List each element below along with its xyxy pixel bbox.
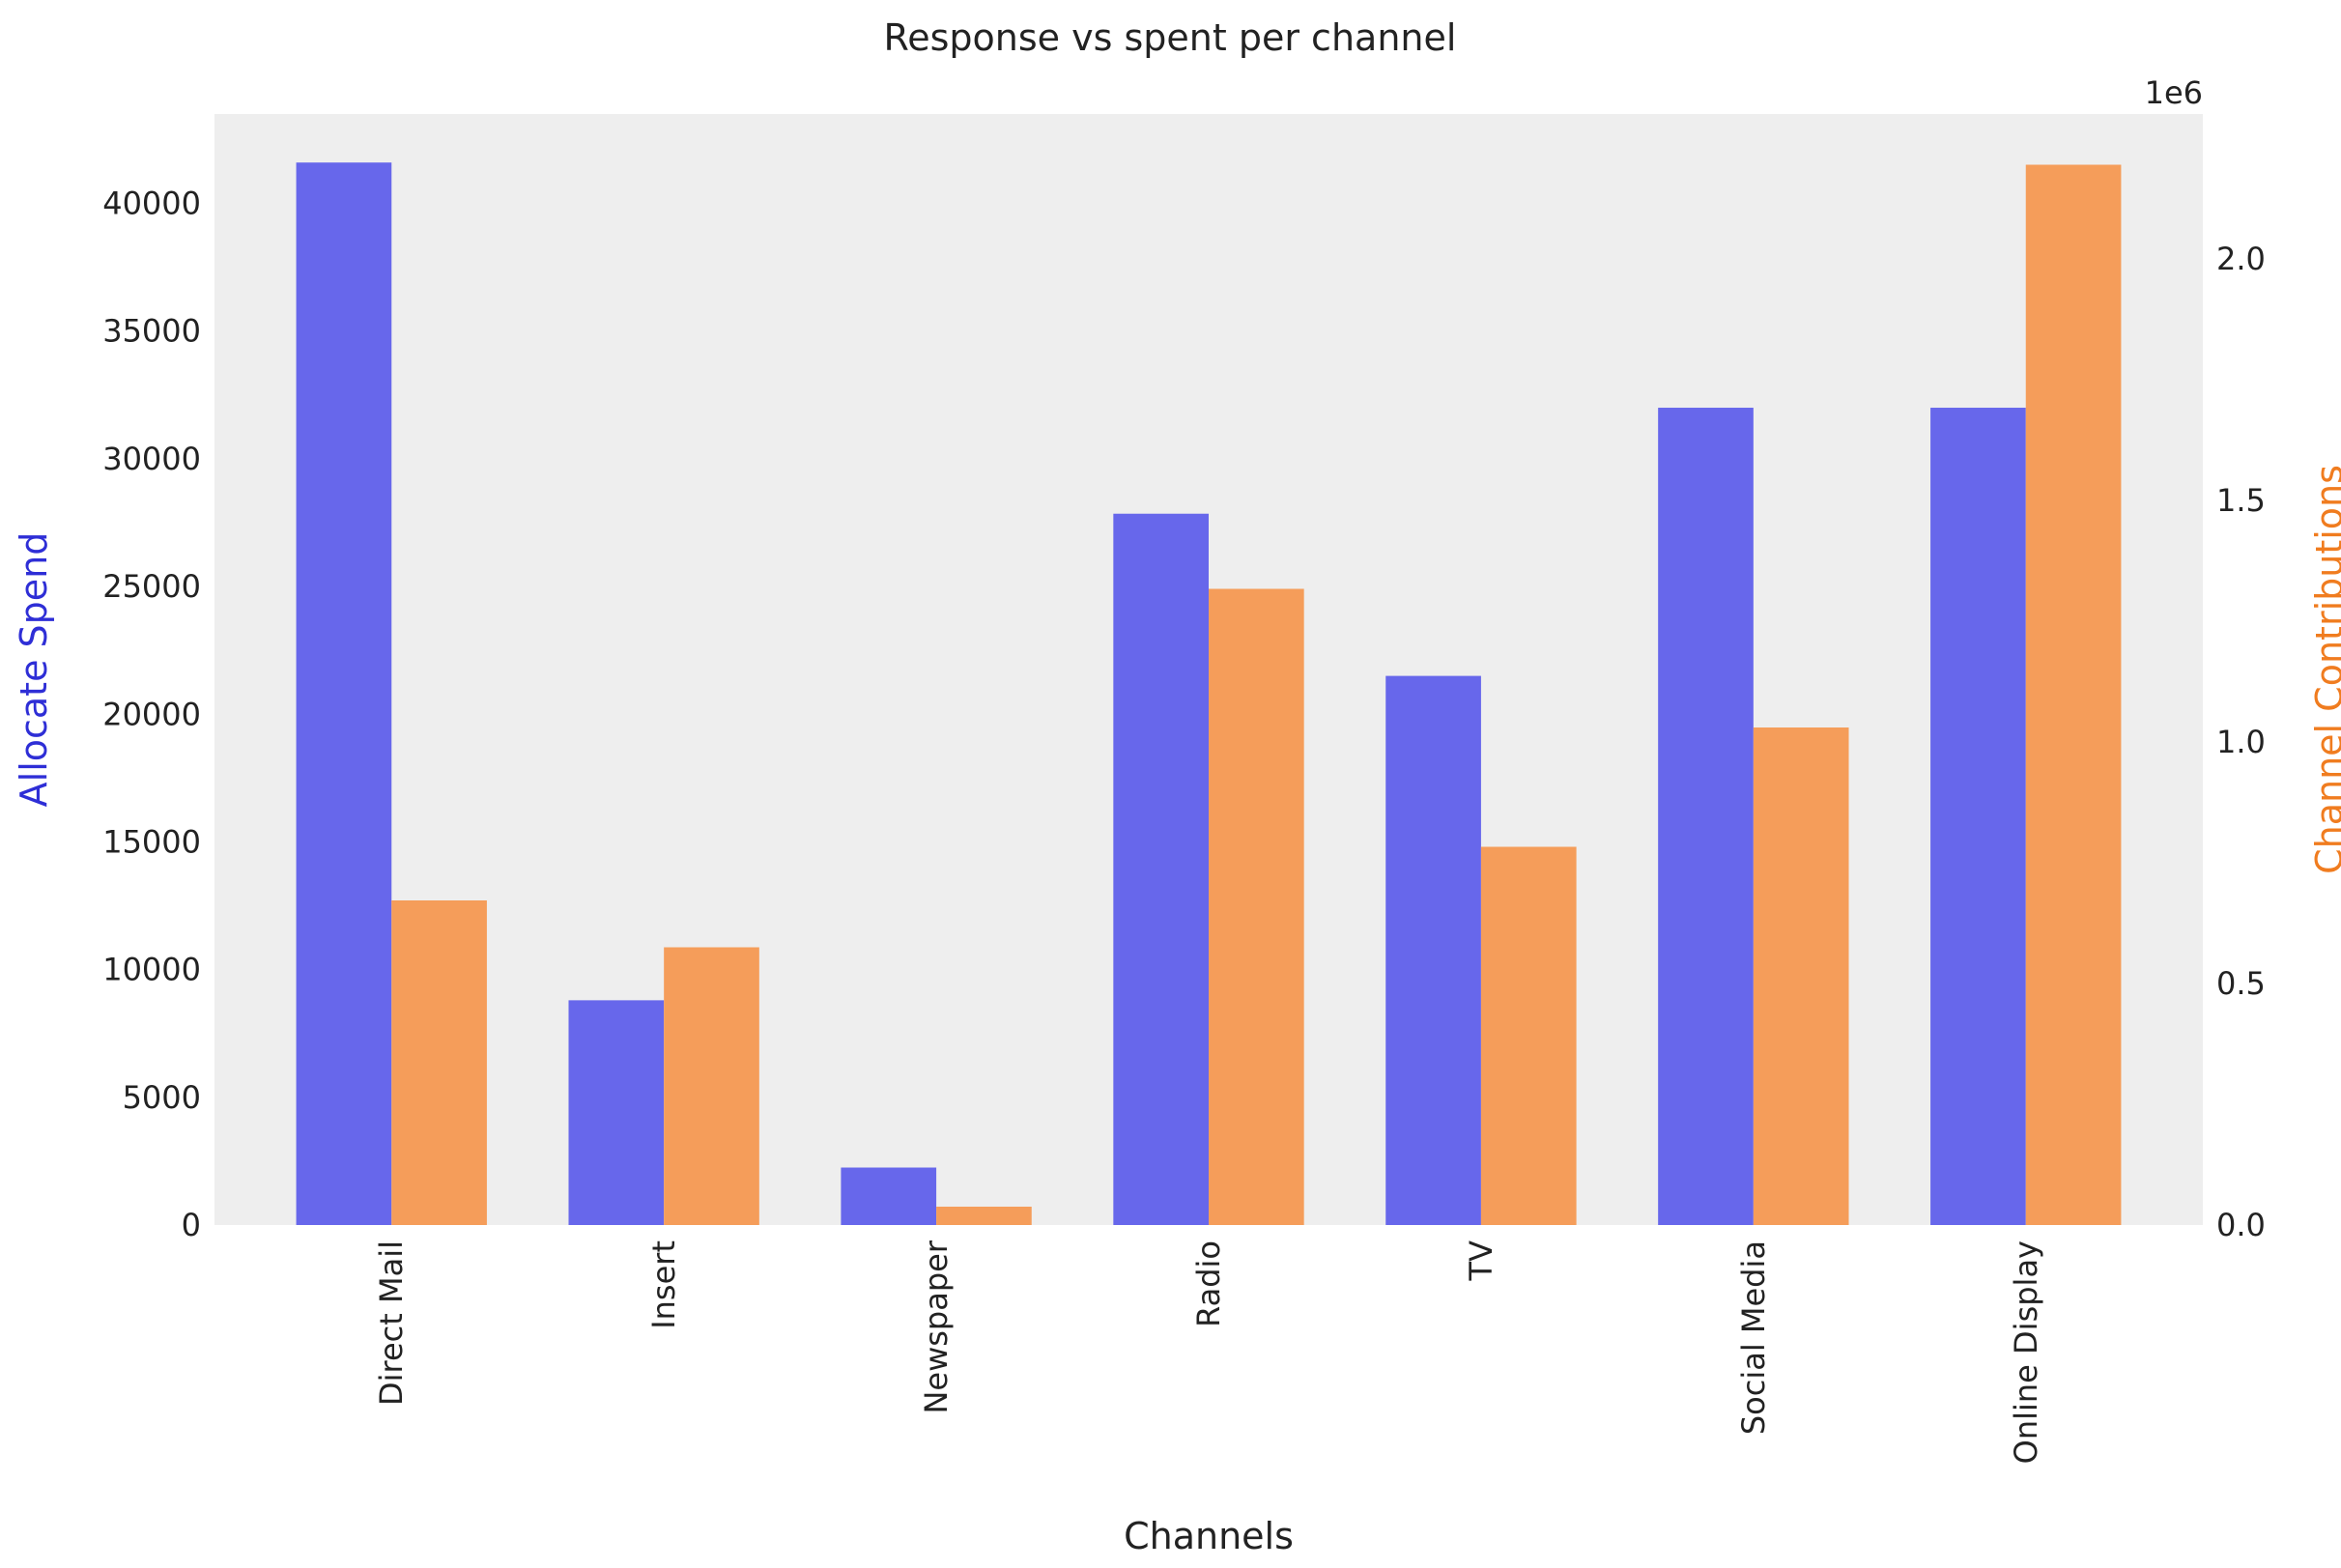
left-tick-label: 5000 <box>123 1079 201 1116</box>
right-tick-label: 2.0 <box>2216 241 2266 277</box>
right-axis-ticks: 0.0 0.5 1.0 1.5 2.0 <box>2216 241 2266 1243</box>
left-tick-label: 10000 <box>102 952 201 988</box>
bar-contribution-newspaper <box>936 1207 1032 1225</box>
bar-contribution-direct-mail <box>391 900 487 1225</box>
left-tick-label: 15000 <box>102 823 201 860</box>
bar-contribution-online-display <box>2025 164 2122 1225</box>
left-tick-label: 20000 <box>102 696 201 732</box>
bar-contribution-tv <box>1480 846 1577 1225</box>
bar-spend-radio <box>1113 513 1209 1225</box>
bar-spend-online-display <box>1930 408 2026 1226</box>
left-tick-label: 30000 <box>102 441 201 477</box>
x-tick-label: Online Display <box>2008 1240 2044 1464</box>
bar-spend-social-media <box>1658 408 1754 1226</box>
right-tick-label: 0.5 <box>2216 965 2266 1002</box>
x-axis-label: Channels <box>1124 1515 1294 1557</box>
left-tick-label: 0 <box>182 1207 201 1243</box>
right-tick-label: 1.0 <box>2216 724 2266 760</box>
bar-contribution-radio <box>1209 588 1304 1225</box>
x-tick-label: Direct Mail <box>373 1240 410 1406</box>
left-tick-label: 25000 <box>102 568 201 605</box>
right-axis-label: Channel Contributions <box>2308 465 2341 874</box>
x-axis-ticks: Direct Mail Insert Newspaper Radio TV Social … <box>373 1240 2044 1464</box>
bar-spend-insert <box>568 1000 665 1225</box>
bar-contribution-insert <box>664 947 759 1225</box>
bars-group <box>296 162 2122 1226</box>
x-tick-label: Social Media <box>1735 1240 1772 1435</box>
x-tick-label: TV <box>1463 1240 1499 1282</box>
left-tick-label: 35000 <box>102 313 201 350</box>
x-tick-label: Radio <box>1190 1240 1227 1327</box>
bar-spend-tv <box>1385 675 1481 1225</box>
left-tick-label: 40000 <box>102 185 201 222</box>
left-axis-ticks: 0 5000 10000 15000 20000 25000 30000 35000 40000 <box>102 185 201 1243</box>
right-tick-label: 1.5 <box>2216 482 2266 519</box>
x-tick-label: Newspaper <box>918 1240 955 1413</box>
chart-title: Response vs spent per channel <box>884 16 1457 59</box>
bar-spend-direct-mail <box>296 162 392 1226</box>
left-axis-label: Allocate Spend <box>13 532 55 808</box>
bar-contribution-social-media <box>1753 727 1849 1225</box>
bar-spend-newspaper <box>841 1167 937 1225</box>
x-tick-label: Insert <box>645 1240 682 1329</box>
right-tick-label: 0.0 <box>2216 1207 2266 1243</box>
right-axis-offset-label: 1e6 <box>2145 74 2203 111</box>
